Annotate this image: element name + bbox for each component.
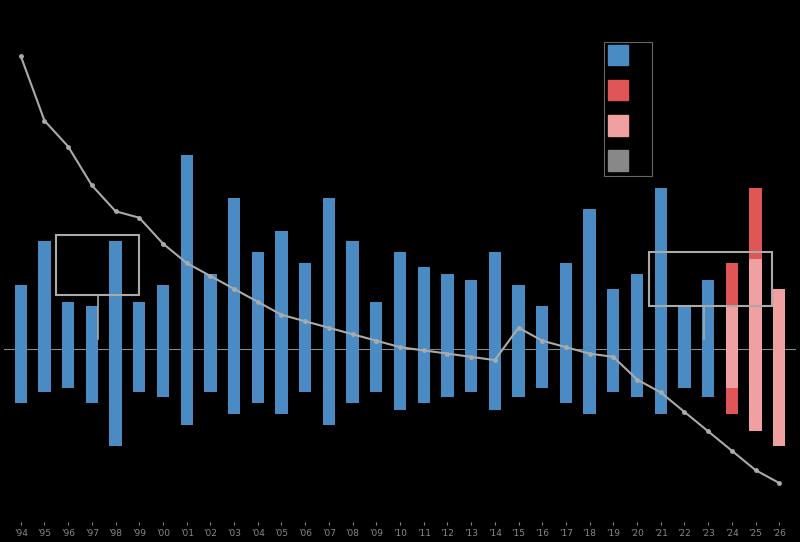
Bar <box>322 198 335 349</box>
Bar <box>560 349 572 403</box>
Bar <box>773 349 786 447</box>
Bar <box>465 349 478 392</box>
Bar <box>275 349 288 414</box>
Bar <box>536 349 548 388</box>
Bar <box>394 252 406 349</box>
Bar <box>228 349 240 414</box>
Bar <box>750 188 762 349</box>
Bar <box>512 285 525 349</box>
Bar <box>370 349 382 392</box>
Bar <box>133 349 146 392</box>
Bar <box>654 188 667 349</box>
Bar <box>157 349 169 397</box>
Bar <box>678 306 690 349</box>
Bar <box>38 241 50 349</box>
Bar <box>181 155 193 349</box>
Bar <box>252 349 264 403</box>
Bar <box>442 274 454 349</box>
Bar <box>370 302 382 349</box>
Bar <box>133 302 146 349</box>
Bar <box>489 252 501 349</box>
Bar <box>649 252 772 306</box>
Bar <box>702 280 714 349</box>
Bar <box>14 285 27 349</box>
Bar <box>204 349 217 392</box>
Bar <box>157 285 169 349</box>
Bar <box>110 349 122 447</box>
Bar <box>204 274 217 349</box>
Bar <box>14 349 27 403</box>
Bar <box>631 349 643 397</box>
Bar <box>607 289 619 349</box>
Bar <box>631 274 643 349</box>
Bar <box>560 263 572 349</box>
Bar <box>583 349 596 414</box>
Bar <box>418 267 430 349</box>
Bar <box>465 280 478 349</box>
Bar <box>678 349 690 388</box>
Bar <box>62 302 74 349</box>
Bar <box>726 263 738 349</box>
Bar <box>252 252 264 349</box>
Bar <box>726 349 738 388</box>
Bar <box>750 259 762 349</box>
Bar <box>726 349 738 414</box>
Bar <box>512 349 525 397</box>
Bar <box>346 349 358 403</box>
Bar <box>654 349 667 414</box>
Bar <box>583 209 596 349</box>
Bar <box>489 349 501 410</box>
Bar <box>56 235 139 295</box>
Bar <box>275 231 288 349</box>
Bar <box>346 241 358 349</box>
Bar <box>418 349 430 403</box>
Bar <box>607 349 619 392</box>
Bar <box>536 306 548 349</box>
Bar <box>726 306 738 349</box>
Bar <box>62 349 74 388</box>
Bar <box>299 349 311 392</box>
Bar <box>750 349 762 431</box>
Bar <box>181 349 193 425</box>
Bar <box>38 349 50 392</box>
Bar <box>228 198 240 349</box>
Bar <box>442 349 454 397</box>
Bar <box>110 241 122 349</box>
Bar <box>299 263 311 349</box>
Bar <box>86 306 98 349</box>
Bar <box>702 349 714 397</box>
Bar <box>750 349 762 392</box>
Bar <box>394 349 406 410</box>
Bar <box>322 349 335 425</box>
Bar <box>86 349 98 403</box>
Bar <box>773 289 786 349</box>
